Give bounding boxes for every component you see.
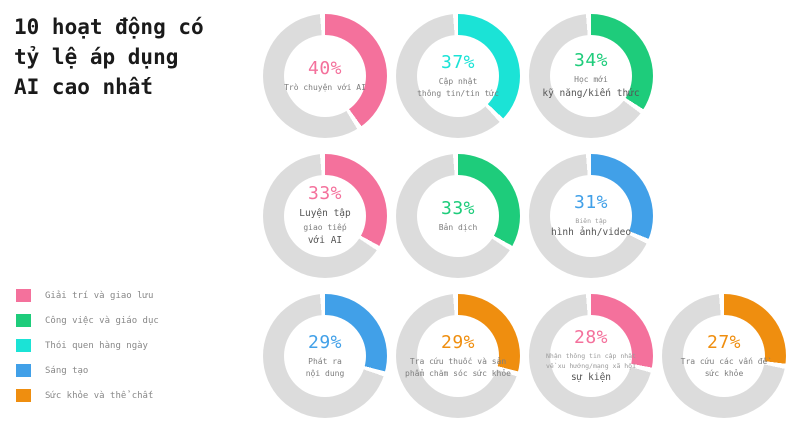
- donut-label-line: Tra cứu các vấn đề: [680, 356, 768, 366]
- donut-value: 33%: [440, 197, 475, 219]
- donut-chart: 31% Biên tập hình ảnh/video: [529, 154, 653, 278]
- legend-item: Giải trí và giao lưu: [16, 289, 159, 302]
- donut-label-line: Phát ra: [308, 356, 342, 366]
- donut-label-line: Luyện tập: [299, 208, 351, 220]
- donut-label-line: Nhận thông tin cập nhật: [546, 351, 637, 360]
- legend-item: Công việc và giáo dục: [16, 314, 159, 327]
- donut-label-line: về xu hướng/mạng xã hội: [546, 361, 637, 370]
- donut-label-line: Trò chuyện với AI: [284, 82, 366, 92]
- legend-label: Sáng tạo: [45, 365, 89, 376]
- donut-chart: 33% Bản dịch: [396, 154, 520, 278]
- donut-center: 33% Luyện tập giao tiếp với AI: [284, 175, 366, 257]
- donut-value: 33%: [307, 183, 342, 205]
- legend-label: Sức khỏe và thể chất: [45, 390, 154, 401]
- donut-label-line: giao tiếp: [303, 222, 347, 232]
- legend-item: Sức khỏe và thể chất: [16, 389, 159, 402]
- donut-chart: 28% Nhận thông tin cập nhật về xu hướng/m…: [529, 294, 653, 418]
- page-title: 10 hoạt động có tỷ lệ áp dụng AI cao nhấ…: [14, 15, 204, 99]
- donut-value: 31%: [573, 191, 608, 213]
- donut-chart: 37% Cập nhật thông tin/tin tức: [396, 14, 520, 138]
- donut-label-line: kỹ năng/kiến thức: [542, 87, 640, 99]
- donut-value: 40%: [307, 57, 342, 79]
- donut-label-line: Bản dịch: [438, 222, 478, 232]
- donut-chart: 29% Phát ra nội dung: [263, 294, 387, 418]
- donut-center: 31% Biên tập hình ảnh/video: [550, 175, 632, 257]
- donut-label-line: Học mới: [574, 75, 608, 85]
- donut-label: Nhận thông tin cập nhật về xu hướng/mạng …: [546, 351, 636, 386]
- legend: Giải trí và giao lưu Công việc và giáo d…: [16, 289, 159, 414]
- donut-center: 33% Bản dịch: [417, 175, 499, 257]
- legend-swatch-icon: [16, 314, 31, 327]
- donut-label: Học mới kỹ năng/kiến thức: [542, 74, 639, 101]
- donut-label-line: sự kiện: [570, 371, 612, 383]
- donut-label-line: phẩm chăm sóc sức khỏe: [405, 369, 511, 378]
- donut-value: 28%: [573, 326, 608, 348]
- donut-chart: 29% Tra cứu thuốc và sản phẩm chăm sóc sứ…: [396, 294, 520, 418]
- donut-center: 29% Tra cứu thuốc và sản phẩm chăm sóc sứ…: [405, 315, 511, 397]
- donut-value: 37%: [440, 51, 475, 73]
- donut-chart: 34% Học mới kỹ năng/kiến thức: [529, 14, 653, 138]
- donut-label-line: Tra cứu thuốc và sản: [409, 356, 507, 366]
- donut-label-line: thông tin/tin tức: [417, 89, 499, 98]
- legend-swatch-icon: [16, 339, 31, 352]
- donut-center: 29% Phát ra nội dung: [284, 315, 366, 397]
- donut-label: Phát ra nội dung: [306, 356, 345, 381]
- legend-item: Sáng tạo: [16, 364, 159, 377]
- donut-value: 29%: [307, 331, 342, 353]
- donut-row-1: 40% Trò chuyện với AI 37% Cập nhật thông …: [263, 14, 786, 138]
- donut-label: Bản dịch: [439, 222, 478, 234]
- donut-row-3: 29% Phát ra nội dung 29% Tra cứu thuốc và…: [263, 294, 786, 418]
- donut-label-line: sức khỏe: [704, 369, 744, 378]
- donut-value: 27%: [706, 331, 741, 353]
- donut-label: Trò chuyện với AI: [284, 82, 366, 94]
- donut-label-line: với AI: [307, 235, 343, 247]
- donut-chart: 33% Luyện tập giao tiếp với AI: [263, 154, 387, 278]
- donut-center: 28% Nhận thông tin cập nhật về xu hướng/m…: [546, 315, 636, 397]
- donut-value: 34%: [573, 50, 608, 72]
- donut-label-line: Biên tập: [575, 216, 607, 225]
- donut-value: 29%: [440, 331, 475, 353]
- donut-center: 40% Trò chuyện với AI: [284, 35, 366, 117]
- donut-label-line: hình ảnh/video: [550, 226, 632, 238]
- legend-label: Công việc và giáo dục: [45, 315, 159, 326]
- donut-grid: 40% Trò chuyện với AI 37% Cập nhật thông …: [263, 14, 786, 434]
- legend-swatch-icon: [16, 389, 31, 402]
- donut-chart: 40% Trò chuyện với AI: [263, 14, 387, 138]
- legend-label: Giải trí và giao lưu: [45, 290, 154, 301]
- donut-center: 34% Học mới kỹ năng/kiến thức: [542, 35, 640, 117]
- legend-swatch-icon: [16, 289, 31, 302]
- donut-row-2: 33% Luyện tập giao tiếp với AI 33% Bản dịc…: [263, 154, 786, 278]
- donut-label: Tra cứu các vấn đề sức khỏe: [681, 356, 768, 381]
- donut-label: Tra cứu thuốc và sản phẩm chăm sóc sức kh…: [405, 356, 511, 381]
- donut-label: Biên tập hình ảnh/video: [551, 216, 631, 241]
- donut-label-line: nội dung: [305, 369, 345, 378]
- legend-item: Thói quen hàng ngày: [16, 339, 159, 352]
- legend-swatch-icon: [16, 364, 31, 377]
- donut-center: 27% Tra cứu các vấn đề sức khỏe: [681, 315, 768, 397]
- donut-center: 37% Cập nhật thông tin/tin tức: [417, 35, 499, 117]
- legend-label: Thói quen hàng ngày: [45, 340, 148, 351]
- donut-chart: 27% Tra cứu các vấn đề sức khỏe: [662, 294, 786, 418]
- donut-label-line: Cập nhật: [438, 76, 478, 86]
- donut-label: Luyện tập giao tiếp với AI: [299, 207, 350, 249]
- donut-label: Cập nhật thông tin/tin tức: [417, 76, 499, 101]
